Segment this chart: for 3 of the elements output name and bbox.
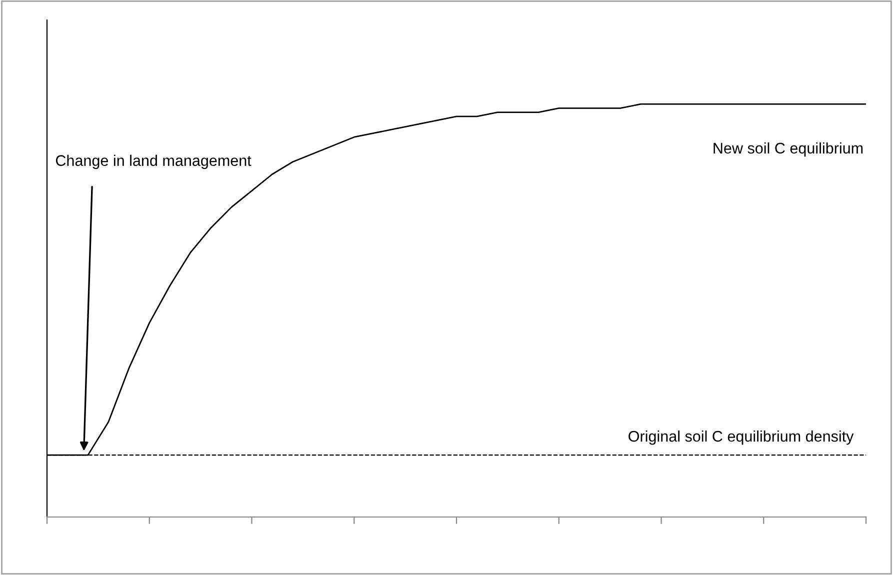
ref-line-label: Original soil C equilibrium density [628,430,854,445]
annotation: Change in land management [56,154,252,169]
annotation: New soil C equilibrium [714,142,863,157]
